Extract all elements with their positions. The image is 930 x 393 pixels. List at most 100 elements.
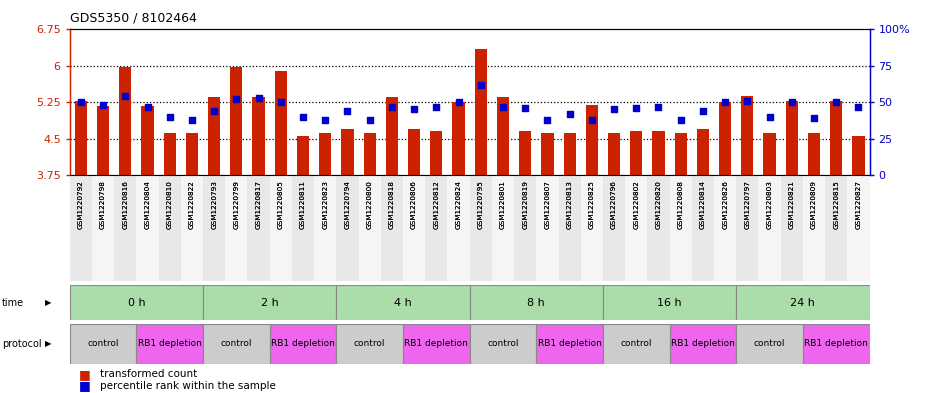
Text: GSM1220807: GSM1220807 — [544, 180, 551, 229]
Text: ■: ■ — [79, 367, 91, 381]
Bar — [714, 175, 737, 281]
Text: 0 h: 0 h — [127, 298, 145, 308]
Text: control: control — [487, 340, 519, 348]
Bar — [274, 71, 287, 175]
Point — [140, 103, 155, 110]
Point — [562, 111, 577, 117]
Bar — [470, 324, 537, 364]
Text: GSM1220816: GSM1220816 — [122, 180, 128, 229]
Point — [606, 107, 621, 113]
Bar — [697, 129, 709, 175]
Point — [718, 99, 733, 105]
Text: 16 h: 16 h — [658, 298, 682, 308]
Text: GSM1220804: GSM1220804 — [144, 180, 151, 229]
Text: control: control — [87, 340, 119, 348]
Text: GSM1220802: GSM1220802 — [633, 180, 639, 229]
Text: percentile rank within the sample: percentile rank within the sample — [100, 381, 276, 391]
Bar — [297, 136, 309, 175]
Bar — [474, 49, 487, 175]
Bar — [337, 324, 403, 364]
Bar — [159, 175, 180, 281]
Text: RB1 depletion: RB1 depletion — [405, 340, 469, 348]
Text: control: control — [220, 340, 252, 348]
Bar — [203, 324, 270, 364]
Point — [762, 114, 777, 120]
Text: GSM1220794: GSM1220794 — [344, 180, 351, 229]
Bar — [719, 102, 731, 175]
Bar — [603, 285, 737, 320]
Text: ▶: ▶ — [45, 340, 51, 348]
Text: GSM1220811: GSM1220811 — [300, 180, 306, 229]
Bar — [492, 175, 514, 281]
Bar — [341, 129, 353, 175]
Text: GSM1220797: GSM1220797 — [744, 180, 751, 229]
Bar — [186, 133, 198, 175]
Text: GSM1220806: GSM1220806 — [411, 180, 418, 229]
Text: 24 h: 24 h — [790, 298, 816, 308]
Point — [340, 108, 355, 114]
Text: GSM1220807: GSM1220807 — [544, 180, 551, 229]
Text: GSM1220798: GSM1220798 — [100, 180, 106, 229]
Bar — [586, 105, 598, 175]
Bar — [608, 133, 620, 175]
Text: GSM1220810: GSM1220810 — [166, 180, 173, 229]
Bar — [359, 175, 380, 281]
Text: GSM1220813: GSM1220813 — [566, 180, 573, 229]
Bar — [386, 97, 398, 175]
Bar — [580, 175, 603, 281]
Text: GSM1220817: GSM1220817 — [256, 180, 261, 229]
Bar — [70, 175, 92, 281]
Text: GSM1220818: GSM1220818 — [389, 180, 395, 229]
Bar — [270, 324, 337, 364]
Text: GSM1220823: GSM1220823 — [322, 180, 328, 229]
Bar — [537, 175, 559, 281]
Text: GSM1220796: GSM1220796 — [611, 180, 618, 229]
Bar — [364, 133, 376, 175]
Text: GSM1220824: GSM1220824 — [456, 180, 461, 229]
Bar — [603, 175, 625, 281]
Bar — [208, 97, 220, 175]
Bar — [764, 133, 776, 175]
Text: GSM1220792: GSM1220792 — [78, 180, 84, 229]
Bar — [652, 131, 665, 175]
Text: GSM1220793: GSM1220793 — [211, 180, 218, 229]
Bar — [803, 324, 870, 364]
Bar — [137, 175, 159, 281]
Bar — [141, 106, 153, 175]
Text: GSM1220796: GSM1220796 — [611, 180, 618, 229]
Bar — [603, 324, 670, 364]
Text: GSM1220821: GSM1220821 — [789, 180, 795, 229]
Bar — [737, 175, 759, 281]
Bar — [670, 175, 692, 281]
Text: ■: ■ — [79, 379, 91, 393]
Text: GSM1220814: GSM1220814 — [700, 180, 706, 229]
Bar — [270, 175, 292, 281]
Text: GSM1220822: GSM1220822 — [189, 180, 195, 229]
Bar — [537, 324, 603, 364]
Bar — [830, 101, 843, 175]
Text: transformed count: transformed count — [100, 369, 198, 379]
Bar — [114, 175, 137, 281]
Bar — [319, 133, 331, 175]
Text: GSM1220801: GSM1220801 — [500, 180, 506, 229]
Text: GSM1220826: GSM1220826 — [722, 180, 728, 229]
Point — [473, 82, 488, 88]
Text: 8 h: 8 h — [527, 298, 545, 308]
Point — [829, 99, 844, 105]
Text: GSM1220816: GSM1220816 — [122, 180, 128, 229]
Text: protocol: protocol — [2, 339, 42, 349]
Point — [273, 99, 288, 105]
Bar — [180, 175, 203, 281]
Text: GSM1220808: GSM1220808 — [678, 180, 684, 229]
Bar — [647, 175, 670, 281]
Bar — [447, 175, 470, 281]
Bar — [119, 67, 131, 175]
Text: GSM1220812: GSM1220812 — [433, 180, 439, 229]
Text: GSM1220821: GSM1220821 — [789, 180, 795, 229]
Text: GSM1220792: GSM1220792 — [78, 180, 84, 229]
Bar — [514, 175, 537, 281]
Point — [629, 105, 644, 111]
Point — [740, 97, 755, 104]
Point — [318, 116, 333, 123]
Bar — [692, 175, 714, 281]
